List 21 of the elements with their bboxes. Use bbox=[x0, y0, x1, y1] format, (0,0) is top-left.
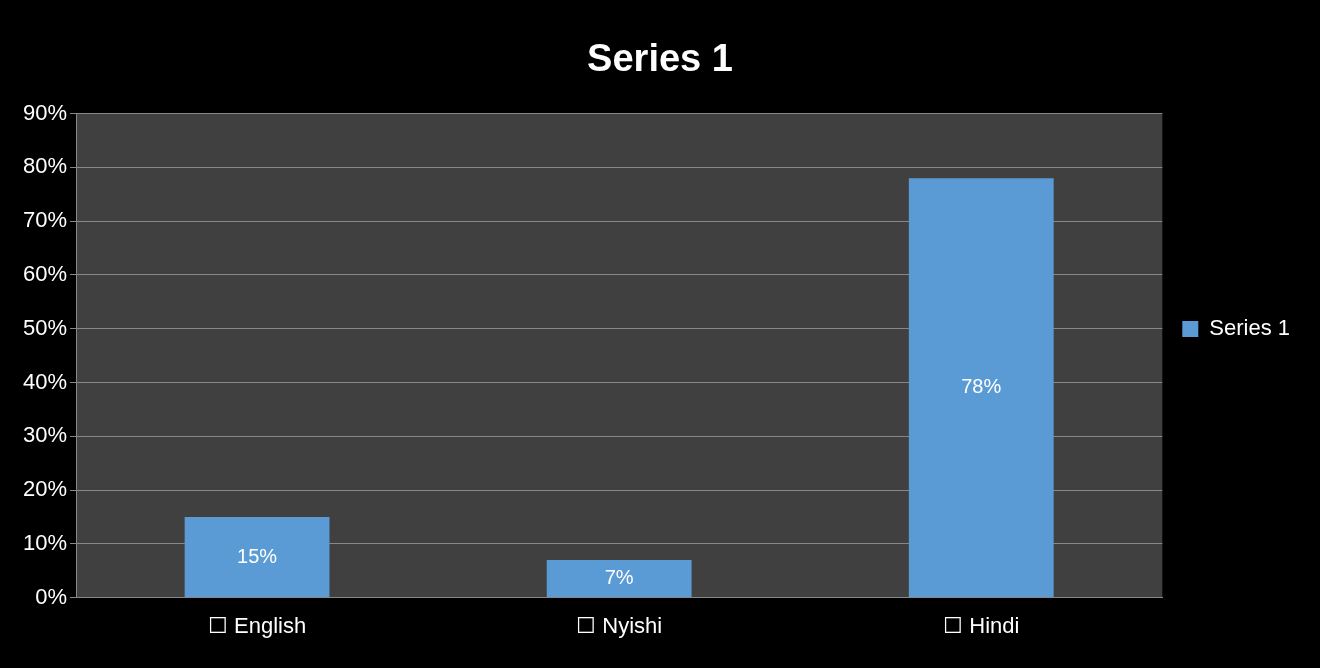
data-label: 7% bbox=[604, 566, 634, 589]
bar bbox=[184, 516, 330, 598]
y-tick-label: 0% bbox=[35, 583, 68, 609]
y-tick-label: 30% bbox=[22, 422, 68, 448]
y-tick-label: 80% bbox=[22, 153, 68, 179]
x-tick-label: ☐ Hindi bbox=[943, 612, 1020, 638]
chart-title: Series 1 bbox=[587, 37, 733, 80]
data-label: 78% bbox=[961, 375, 1002, 398]
bar bbox=[908, 178, 1054, 598]
bar bbox=[546, 559, 692, 598]
y-tick-label: 40% bbox=[22, 368, 68, 394]
y-tick-label: 70% bbox=[22, 207, 68, 233]
y-tick-label: 50% bbox=[22, 314, 68, 340]
data-label: 15% bbox=[237, 544, 278, 567]
x-tick-label: ☐ Nyishi bbox=[576, 612, 663, 638]
x-tick-label: ☐ English bbox=[207, 612, 307, 638]
legend-label: Series 1 bbox=[1209, 315, 1291, 341]
y-tick-label: 10% bbox=[22, 529, 68, 555]
y-tick-label: 60% bbox=[22, 261, 68, 286]
y-tick-label: 20% bbox=[22, 476, 68, 502]
y-tick-label: 90% bbox=[22, 99, 68, 125]
